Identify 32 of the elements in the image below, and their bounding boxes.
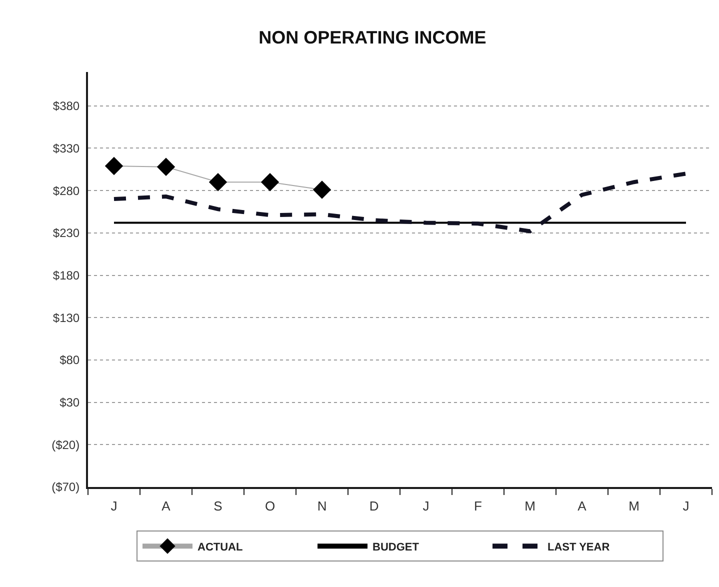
legend-label: ACTUAL xyxy=(198,541,243,554)
point xyxy=(156,158,176,176)
x-tick-label: S xyxy=(214,498,223,514)
y-tick-label: ($70) xyxy=(52,480,80,494)
x-tick-label: J xyxy=(422,498,430,514)
y-tick-label: $380 xyxy=(52,99,80,114)
x-tick-label: A xyxy=(578,498,587,514)
x-tick-label: J xyxy=(682,498,690,514)
line-series xyxy=(112,172,688,234)
point xyxy=(260,173,280,192)
point xyxy=(312,180,332,199)
y-tick-label: $230 xyxy=(52,226,80,240)
y-tick-label: $80 xyxy=(60,353,80,368)
y-tick-label: $280 xyxy=(52,184,80,198)
chart-title: NON OPERATING INCOME xyxy=(258,27,486,48)
y-tick-label: $130 xyxy=(52,310,80,325)
y-tick-label: $180 xyxy=(52,268,80,282)
y-tick-label: ($20) xyxy=(52,438,80,452)
y-tick-label: $330 xyxy=(52,141,80,156)
x-tick-label: N xyxy=(317,498,327,514)
y-tick-label: $30 xyxy=(60,396,80,410)
legend-label: BUDGET xyxy=(372,541,420,554)
x-tick-label: D xyxy=(369,498,379,514)
point xyxy=(104,156,124,176)
x-tick-label: F xyxy=(474,498,482,514)
point xyxy=(208,173,228,192)
x-tick-label: O xyxy=(264,498,276,514)
x-tick-label: M xyxy=(628,498,640,514)
x-tick-label: J xyxy=(110,498,118,514)
x-tick-label: M xyxy=(524,498,536,514)
x-tick-label: A xyxy=(162,498,171,514)
legend-label: LAST YEAR xyxy=(548,541,610,554)
